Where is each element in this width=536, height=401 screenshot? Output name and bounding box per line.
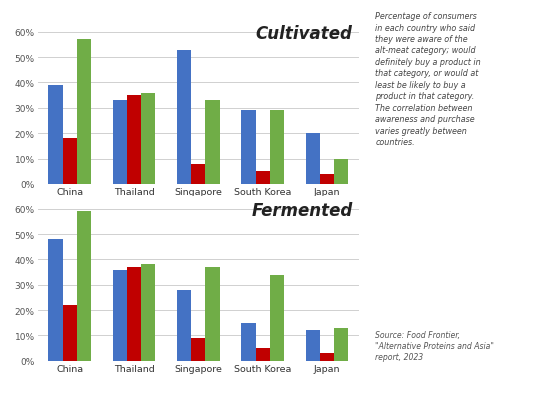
Bar <box>63 139 77 184</box>
Bar <box>191 338 205 361</box>
Bar <box>77 40 91 184</box>
Bar <box>113 270 127 361</box>
Bar <box>177 290 191 361</box>
Bar <box>127 267 141 361</box>
Text: Source: Food Frontier,
"Alternative Proteins and Asia"
report, 2023: Source: Food Frontier, "Alternative Prot… <box>375 330 494 361</box>
Bar <box>306 330 320 361</box>
Bar <box>320 353 334 361</box>
Bar <box>205 267 220 361</box>
Legend: Awareness, Definitely would buy, Likely to buy: Awareness, Definitely would buy, Likely … <box>70 398 327 401</box>
Bar <box>306 134 320 184</box>
Bar <box>320 174 334 184</box>
Bar <box>77 212 91 361</box>
Bar <box>127 96 141 184</box>
Text: Fermented: Fermented <box>251 201 353 219</box>
Bar <box>63 305 77 361</box>
Bar <box>113 101 127 184</box>
Bar <box>205 101 220 184</box>
Bar <box>177 51 191 184</box>
Bar <box>241 111 256 184</box>
Bar <box>48 86 63 184</box>
Bar <box>256 172 270 184</box>
Bar <box>270 111 284 184</box>
Text: Percentage of consumers
in each country who said
they were aware of the
alt-meat: Percentage of consumers in each country … <box>375 12 481 147</box>
Bar <box>141 93 155 184</box>
Bar <box>334 328 348 361</box>
Bar <box>48 239 63 361</box>
Bar <box>241 323 256 361</box>
Bar <box>270 275 284 361</box>
Text: Cultivated: Cultivated <box>256 25 353 43</box>
Bar <box>256 348 270 361</box>
Bar <box>141 265 155 361</box>
Bar <box>191 164 205 184</box>
Bar <box>334 159 348 184</box>
